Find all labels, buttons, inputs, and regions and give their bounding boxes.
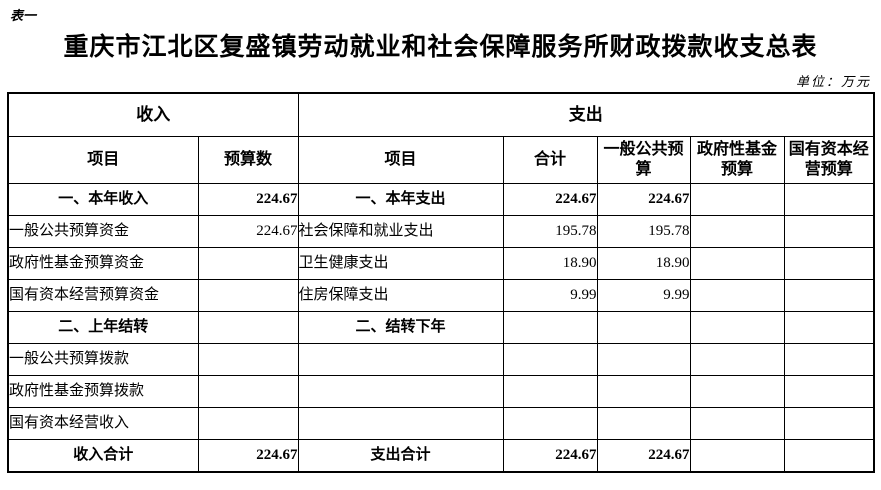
expense-item-cell: 社会保障和就业支出 [297,214,504,248]
column-header-row: 项目 预算数 项目 合计 一般公共预算 政府性基金预算 国有资本经营预算 [7,135,875,184]
gov-fund-budget-cell [689,310,785,344]
state-capital-budget-cell [783,374,875,408]
state-capital-budget-cell [783,438,875,473]
general-public-budget-cell: 224.67 [596,182,691,216]
table-row: 收入合计 224.67 支出合计 224.67 224.67 [7,438,875,473]
table-label: 表一 [10,8,37,23]
col-header-gov-fund-budget: 政府性基金预算 [689,135,785,184]
general-public-budget-cell [596,374,691,408]
state-capital-budget-cell [783,214,875,248]
general-public-budget-cell [596,406,691,440]
total-cell: 18.90 [502,246,598,280]
gov-fund-budget-cell [689,214,785,248]
gov-fund-budget-cell [689,374,785,408]
gov-fund-budget-cell [689,342,785,376]
col-header-general-public-budget: 一般公共预算 [596,135,691,184]
income-item-cell: 一般公共预算资金 [7,214,199,248]
expense-group-header: 支出 [297,92,875,137]
total-cell [502,374,598,408]
income-item-cell: 一般公共预算拨款 [7,342,199,376]
income-budget-cell [197,278,299,312]
general-public-budget-cell [596,310,691,344]
group-header-row: 收入 支出 [7,92,875,137]
expense-item-cell: 住房保障支出 [297,278,504,312]
income-budget-cell [197,246,299,280]
total-cell: 195.78 [502,214,598,248]
general-public-budget-cell: 18.90 [596,246,691,280]
total-cell [502,310,598,344]
expense-item-cell: 一、本年支出 [297,182,504,216]
col-header-income-budget: 预算数 [197,135,299,184]
fiscal-appropriation-table: 收入 支出 项目 预算数 项目 合计 一般公共预算 政府性基金预算 国有资本经营… [7,92,876,473]
income-budget-cell [197,374,299,408]
state-capital-budget-cell [783,406,875,440]
table-row: 国有资本经营预算资金 住房保障支出 9.99 9.99 [7,278,875,312]
table-row: 政府性基金预算拨款 [7,374,875,408]
income-budget-cell [197,406,299,440]
expense-item-cell [297,342,504,376]
total-cell: 224.67 [502,438,598,473]
table-row: 政府性基金预算资金 卫生健康支出 18.90 18.90 [7,246,875,280]
income-item-cell: 政府性基金预算资金 [7,246,199,280]
table-row: 一、本年收入 224.67 一、本年支出 224.67 224.67 [7,182,875,216]
expense-item-cell: 卫生健康支出 [297,246,504,280]
state-capital-budget-cell [783,182,875,216]
table-row: 一般公共预算资金 224.67 社会保障和就业支出 195.78 195.78 [7,214,875,248]
expense-item-cell [297,374,504,408]
state-capital-budget-cell [783,278,875,312]
col-header-income-item: 项目 [7,135,199,184]
total-cell: 9.99 [502,278,598,312]
income-budget-cell: 224.67 [197,438,299,473]
general-public-budget-cell: 9.99 [596,278,691,312]
gov-fund-budget-cell [689,246,785,280]
income-item-cell: 国有资本经营预算资金 [7,278,199,312]
income-item-cell: 国有资本经营收入 [7,406,199,440]
gov-fund-budget-cell [689,438,785,473]
unit-note: 单位：万元 [795,74,871,89]
general-public-budget-cell [596,342,691,376]
total-cell [502,342,598,376]
total-cell [502,406,598,440]
income-budget-cell [197,310,299,344]
general-public-budget-cell: 224.67 [596,438,691,473]
gov-fund-budget-cell [689,406,785,440]
expense-item-cell: 二、结转下年 [297,310,504,344]
table-row: 二、上年结转 二、结转下年 [7,310,875,344]
income-budget-cell: 224.67 [197,182,299,216]
total-cell: 224.67 [502,182,598,216]
income-item-cell: 收入合计 [7,438,199,473]
income-group-header: 收入 [7,92,299,137]
page-title: 重庆市江北区复盛镇劳动就业和社会保障服务所财政拨款收支总表 [63,34,818,61]
expense-item-cell [297,406,504,440]
gov-fund-budget-cell [689,278,785,312]
income-item-cell: 政府性基金预算拨款 [7,374,199,408]
general-public-budget-cell: 195.78 [596,214,691,248]
table-row: 一般公共预算拨款 [7,342,875,376]
col-header-total: 合计 [502,135,598,184]
col-header-expense-item: 项目 [297,135,504,184]
col-header-state-capital-budget: 国有资本经营预算 [783,135,875,184]
income-budget-cell [197,342,299,376]
state-capital-budget-cell [783,310,875,344]
table-row: 国有资本经营收入 [7,406,875,440]
income-budget-cell: 224.67 [197,214,299,248]
state-capital-budget-cell [783,246,875,280]
state-capital-budget-cell [783,342,875,376]
income-item-cell: 二、上年结转 [7,310,199,344]
gov-fund-budget-cell [689,182,785,216]
expense-item-cell: 支出合计 [297,438,504,473]
income-item-cell: 一、本年收入 [7,182,199,216]
